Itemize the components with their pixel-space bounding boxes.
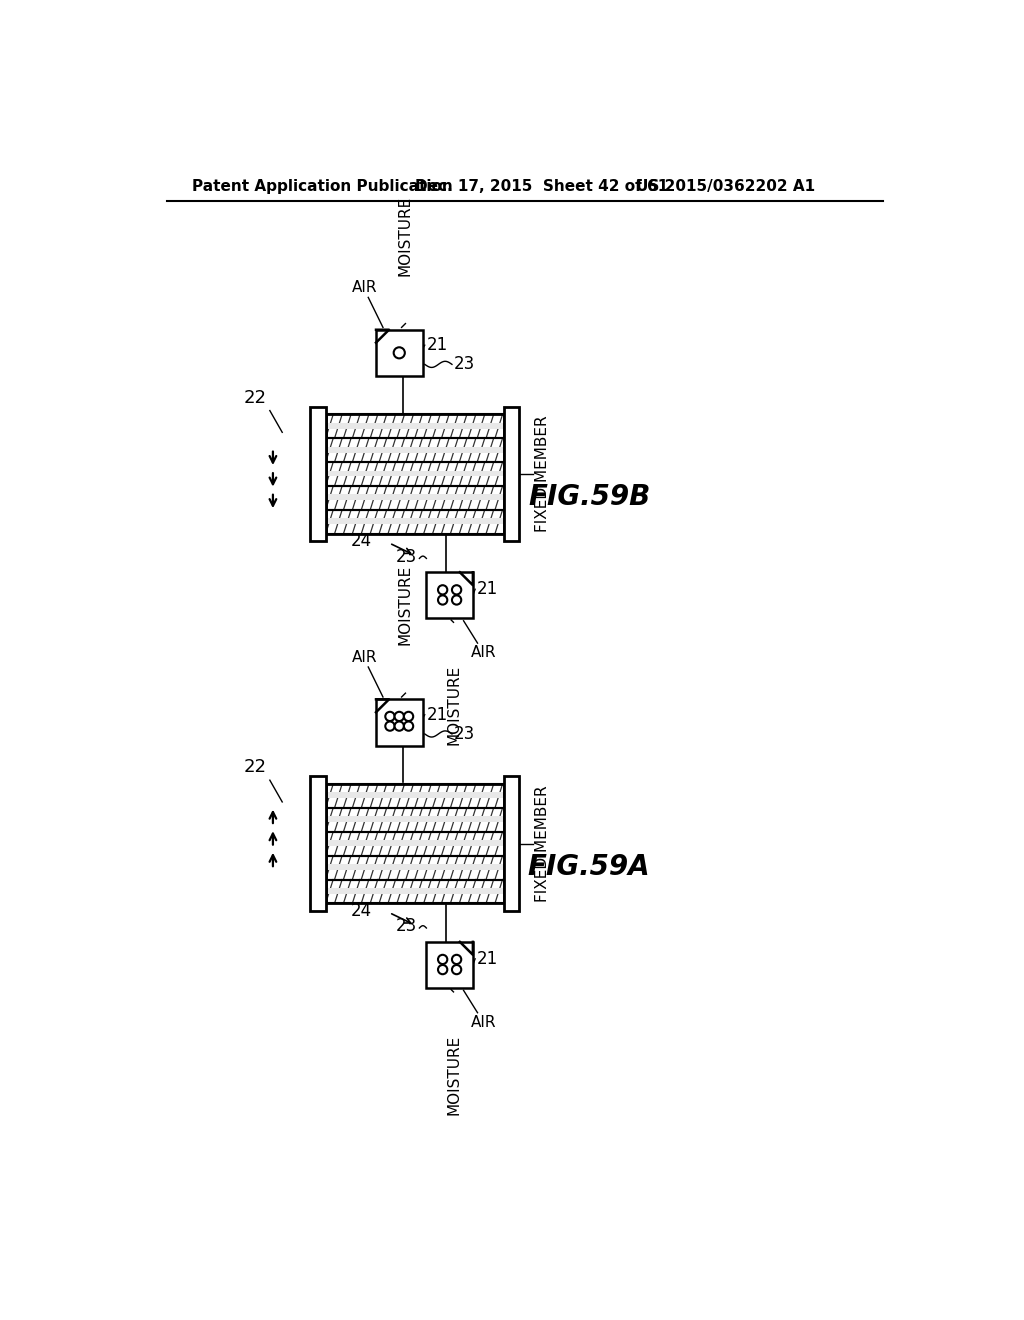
Bar [326,519,504,524]
Bar [326,510,504,533]
Bar [310,776,326,911]
Bar [326,462,504,486]
Bar [326,888,504,894]
Circle shape [394,711,403,721]
Text: MOISTURE: MOISTURE [398,565,413,645]
Text: 24: 24 [351,532,372,550]
Circle shape [385,722,394,731]
Bar [326,865,504,870]
Circle shape [438,595,447,605]
Text: AIR: AIR [471,645,497,660]
Text: MOISTURE: MOISTURE [398,195,413,276]
Bar [326,855,504,879]
Bar [326,808,504,832]
Text: 23: 23 [454,355,475,374]
Bar [326,832,504,855]
Circle shape [403,711,414,721]
Text: 21: 21 [477,581,498,598]
Text: 24: 24 [351,902,372,920]
Bar [326,816,504,822]
Circle shape [394,722,403,731]
Bar [326,414,504,438]
Circle shape [393,347,404,358]
Text: 23: 23 [396,917,417,936]
Bar [376,330,423,376]
Text: FIXED MEMBER: FIXED MEMBER [535,785,550,902]
Bar [326,792,504,799]
Bar [504,776,519,911]
Bar [326,438,504,462]
Text: 21: 21 [426,337,447,354]
Bar [326,414,504,533]
Bar [504,407,519,541]
Text: MOISTURE: MOISTURE [446,665,461,744]
Circle shape [438,585,447,594]
Bar [326,422,504,429]
Text: FIXED MEMBER: FIXED MEMBER [535,416,550,532]
Circle shape [385,711,394,721]
Circle shape [403,722,414,731]
Circle shape [452,595,461,605]
Bar [326,784,504,808]
Text: AIR: AIR [351,649,377,665]
Bar [326,784,504,903]
Text: 22: 22 [244,758,266,776]
Bar [310,407,326,541]
Text: FIG.59A: FIG.59A [527,853,650,880]
Circle shape [438,954,447,964]
Bar [326,446,504,453]
Circle shape [452,965,461,974]
Bar [326,879,504,903]
Bar [376,700,423,746]
Text: AIR: AIR [471,1015,497,1030]
Text: 23: 23 [454,725,475,743]
Text: MOISTURE: MOISTURE [446,1035,461,1114]
Bar [426,942,473,989]
Text: 23: 23 [396,548,417,566]
Circle shape [452,954,461,964]
Text: Patent Application Publication: Patent Application Publication [191,180,453,194]
Bar [426,573,473,619]
Circle shape [452,585,461,594]
Bar [326,470,504,477]
Bar [326,495,504,500]
Bar [326,840,504,846]
Text: Dec. 17, 2015  Sheet 42 of 61: Dec. 17, 2015 Sheet 42 of 61 [415,180,668,194]
Text: 21: 21 [426,706,447,723]
Text: AIR: AIR [351,280,377,296]
Text: 22: 22 [244,388,266,407]
Circle shape [438,965,447,974]
Text: US 2015/0362202 A1: US 2015/0362202 A1 [636,180,815,194]
Text: FIG.59B: FIG.59B [528,483,650,511]
Text: 21: 21 [477,950,498,968]
Bar [326,486,504,510]
